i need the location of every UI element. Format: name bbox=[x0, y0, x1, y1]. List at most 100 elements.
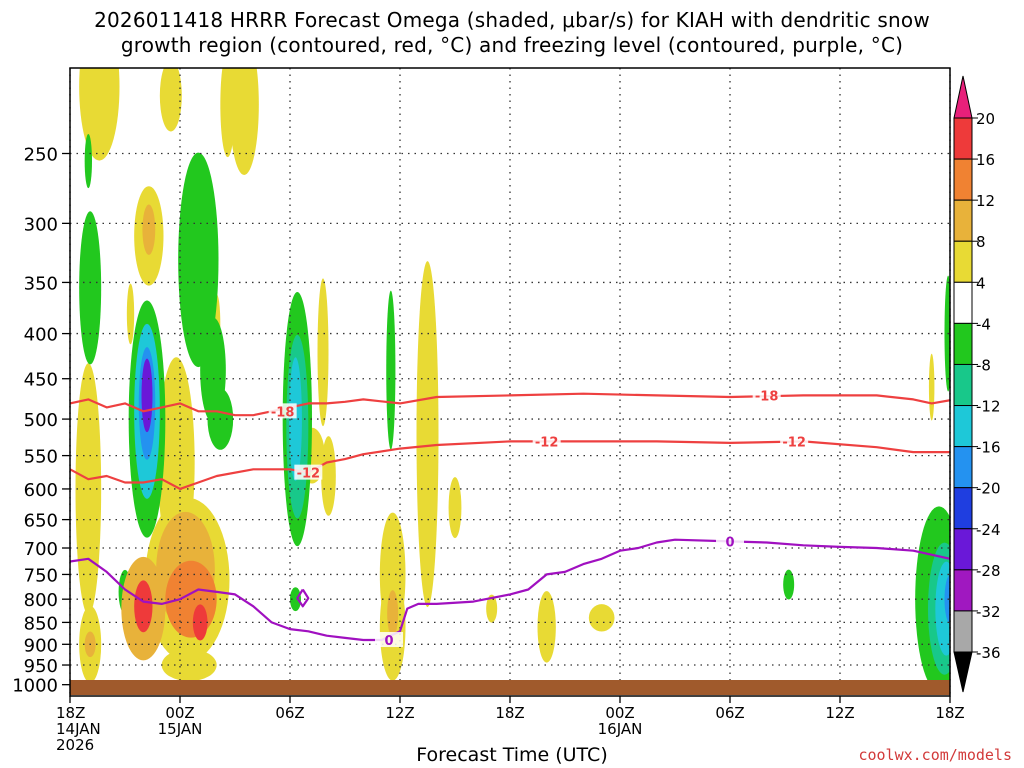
x-tick-label-h6: 15JAN bbox=[158, 720, 203, 738]
colorbar-label: -16 bbox=[976, 439, 1001, 457]
omega-cell-subsidence bbox=[416, 261, 439, 608]
chart-title-line-1: 2026011418 HRRR Forecast Omega (shaded, … bbox=[94, 8, 930, 32]
omega-cell-subsidence bbox=[220, 68, 235, 158]
contour-label-dendritic-minus12: -12 bbox=[535, 435, 559, 450]
y-tick-label-750: 750 bbox=[24, 565, 58, 586]
x-tick-label-h24: 18Z bbox=[495, 704, 524, 722]
colorbar-label: 4 bbox=[976, 274, 986, 292]
contour-label-freezing-level-0: 0 bbox=[725, 535, 734, 550]
x-tick-label-h48: 18Z bbox=[935, 704, 964, 722]
y-tick-label-950: 950 bbox=[24, 656, 58, 677]
colorbar-bin bbox=[953, 446, 973, 489]
colorbar-label: -20 bbox=[976, 480, 1001, 498]
contour-label-bg bbox=[294, 464, 323, 480]
terrain-fill bbox=[70, 680, 950, 695]
omega-cell-subsidence bbox=[79, 68, 120, 161]
omega-shading bbox=[75, 68, 950, 692]
contour-label-bg bbox=[375, 632, 403, 648]
colorbar-bin bbox=[953, 158, 973, 201]
omega-cell-subsidence bbox=[486, 594, 498, 623]
omega-cell-ascent bbox=[289, 357, 302, 481]
x-tick-label-h30: 00Z bbox=[605, 704, 634, 722]
colorbar-bin bbox=[953, 487, 973, 530]
y-tick-label-1000: 1000 bbox=[12, 676, 58, 697]
temperature-contours: -18 -18 -12 -12 -12 0 0 bbox=[70, 387, 950, 649]
omega-cell-subsidence bbox=[928, 353, 935, 421]
colorbar-label: -12 bbox=[976, 398, 1001, 416]
y-tick-label-650: 650 bbox=[24, 511, 58, 532]
x-tick-label-h0: 2026 bbox=[56, 736, 94, 754]
contour-label-dendritic-minus12: -12 bbox=[782, 435, 806, 450]
x-axis-label: Forecast Time (UTC) bbox=[416, 744, 608, 766]
omega-cell-ascent bbox=[944, 575, 950, 624]
colorbar-label: -4 bbox=[976, 315, 991, 333]
colorbar-bin bbox=[953, 405, 973, 448]
colorbar-label: 20 bbox=[976, 110, 995, 128]
omega-cell-subsidence bbox=[588, 604, 615, 632]
omega-cell-ascent bbox=[290, 587, 301, 612]
colorbar-label: 16 bbox=[976, 151, 995, 169]
omega-cell-subsidence bbox=[75, 363, 102, 615]
x-tick-label-h30: 16JAN bbox=[598, 720, 643, 738]
omega-cell-ascent bbox=[178, 152, 219, 368]
y-tick-label-800: 800 bbox=[24, 590, 58, 611]
y-tick-label-400: 400 bbox=[24, 325, 58, 346]
omega-cell-subsidence bbox=[126, 283, 135, 345]
contour-dendritic-minus12 bbox=[70, 440, 950, 490]
x-tick-label-h42: 12Z bbox=[825, 704, 854, 722]
omega-cell-subsidence bbox=[142, 204, 156, 255]
omega-cell-ascent bbox=[944, 275, 950, 392]
colorbar-label: -36 bbox=[976, 644, 1001, 662]
y-tick-label-250: 250 bbox=[24, 144, 58, 165]
omega-cell-ascent bbox=[79, 211, 102, 365]
omega-colorbar: 20 16 12 8 4 -4 -8 -12 -16 -20 -24 -28 -32 -36 bbox=[953, 75, 1001, 693]
contour-label-bg bbox=[716, 533, 744, 549]
y-tick-label-700: 700 bbox=[24, 539, 58, 560]
x-tick-label-h12: 06Z bbox=[275, 704, 304, 722]
y-tick-label-600: 600 bbox=[24, 480, 58, 501]
colorbar-bin bbox=[953, 322, 973, 365]
contour-label-dendritic-minus18: -18 bbox=[271, 405, 295, 420]
y-tick-label-900: 900 bbox=[24, 635, 58, 656]
contour-freezing-level-0 bbox=[70, 538, 950, 642]
omega-cell-subsidence bbox=[321, 436, 336, 516]
colorbar-label: -28 bbox=[976, 562, 1001, 580]
colorbar-bin bbox=[953, 363, 973, 407]
contour-label-dendritic-minus18: -18 bbox=[755, 389, 779, 404]
colorbar-label: 8 bbox=[976, 233, 986, 251]
chart-title-line-2: growth region (contoured, red, °C) and f… bbox=[120, 33, 904, 57]
colorbar-bin bbox=[953, 281, 973, 324]
y-tick-label-450: 450 bbox=[24, 370, 58, 391]
omega-cell-ascent bbox=[386, 290, 396, 450]
omega-cell-ascent bbox=[783, 569, 795, 600]
credit-link[interactable]: coolwx.com/models bbox=[858, 746, 1012, 764]
contour-freezing-level-diamond bbox=[296, 588, 310, 608]
x-tick-label-h0: 14JAN bbox=[56, 720, 101, 738]
y-tick-label-850: 850 bbox=[24, 613, 58, 634]
y-tick-label-500: 500 bbox=[24, 410, 58, 431]
omega-cell-subsidence bbox=[159, 68, 182, 132]
contour-label-bg bbox=[532, 433, 561, 449]
omega-cell-subsidence bbox=[229, 68, 259, 175]
omega-cell-ascent bbox=[84, 133, 93, 189]
x-tick-label-h18: 12Z bbox=[385, 704, 414, 722]
contour-label-bg bbox=[268, 403, 297, 419]
y-tick-label-350: 350 bbox=[24, 273, 58, 294]
contour-label-bg bbox=[752, 387, 781, 403]
x-tick-label-h36: 06Z bbox=[715, 704, 744, 722]
contour-label-dendritic-minus12: -12 bbox=[297, 467, 321, 482]
x-tick-label-h0: 18Z bbox=[56, 704, 85, 722]
colorbar-bin bbox=[953, 117, 973, 160]
contour-label-bg bbox=[780, 433, 809, 449]
colorbar-bottom-arrow bbox=[953, 651, 973, 693]
omega-cell-subsidence bbox=[165, 560, 217, 638]
colorbar-bin bbox=[953, 240, 973, 283]
omega-cell-subsidence bbox=[448, 477, 462, 539]
colorbar-bin bbox=[953, 528, 973, 571]
contour-label-freezing-level-0: 0 bbox=[384, 634, 393, 649]
colorbar-label: -32 bbox=[976, 603, 1001, 621]
omega-cell-subsidence bbox=[537, 591, 556, 663]
pressure-axis: 2503003504004505005506006507007508008509… bbox=[12, 144, 70, 697]
y-tick-label-300: 300 bbox=[24, 214, 58, 235]
